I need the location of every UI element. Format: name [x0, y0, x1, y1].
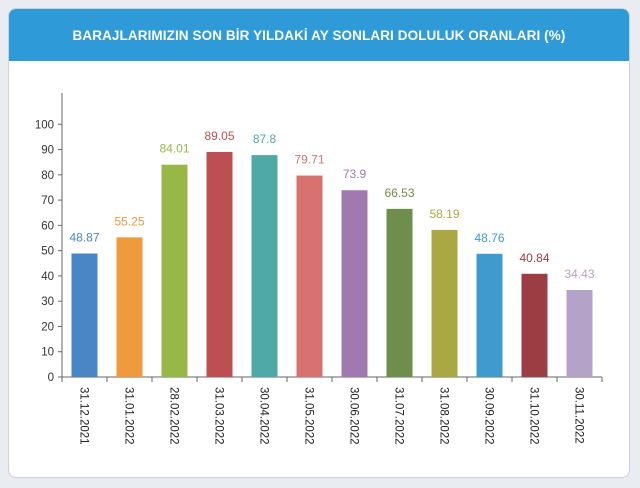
x-tick-label: 31.03.2022 — [213, 387, 225, 445]
bar — [116, 237, 143, 377]
y-tick-label: 40 — [41, 271, 54, 283]
y-tick-label: 70 — [41, 195, 54, 207]
bar-value-label: 79.71 — [294, 153, 324, 167]
chart-header: BARAJLARIMIZIN SON BİR YILDAKİ AY SONLAR… — [9, 9, 629, 61]
bar — [296, 175, 323, 377]
bar-value-label: 58.19 — [429, 207, 459, 221]
bar-value-label: 84.01 — [159, 142, 189, 156]
bar — [71, 253, 98, 377]
x-tick-label: 31.05.2022 — [303, 387, 315, 445]
y-tick-label: 20 — [41, 321, 54, 333]
y-tick-label: 80 — [41, 170, 54, 182]
x-tick-label: 28.02.2022 — [168, 387, 180, 445]
y-tick-label: 90 — [41, 145, 54, 157]
y-tick-label: 50 — [41, 246, 54, 258]
bar-value-label: 66.53 — [384, 186, 414, 200]
y-tick-label: 10 — [41, 347, 54, 359]
x-tick-label: 30.04.2022 — [258, 387, 270, 445]
chart-title: BARAJLARIMIZIN SON BİR YILDAKİ AY SONLAR… — [72, 27, 566, 43]
bar-value-label: 55.25 — [114, 214, 144, 228]
bar — [431, 229, 458, 377]
x-tick-label: 30.09.2022 — [483, 387, 495, 445]
y-tick-label: 60 — [41, 220, 54, 232]
bar-chart: 0 10 20 30 40 50 60 70 80 90 100 48.87 31.12.2021 55.… — [35, 93, 603, 445]
bar-value-label: 73.9 — [343, 167, 367, 181]
x-tick-label: 30.11.2022 — [573, 387, 585, 444]
bar — [341, 190, 368, 377]
bar-value-label: 34.43 — [564, 267, 594, 281]
y-tick-label: 30 — [41, 296, 54, 308]
x-tick-label: 31.10.2022 — [528, 387, 540, 445]
chart-card: BARAJLARIMIZIN SON BİR YILDAKİ AY SONLAR… — [8, 8, 630, 478]
bar — [386, 208, 413, 377]
bar — [521, 273, 548, 377]
y-tick-label: 0 — [48, 372, 54, 384]
bar-value-label: 87.8 — [253, 132, 277, 146]
bar — [476, 253, 503, 377]
bar-value-label: 40.84 — [519, 251, 549, 265]
y-tick-label: 100 — [35, 119, 54, 131]
x-tick-label: 31.07.2022 — [393, 387, 405, 445]
x-tick-label: 31.12.2021 — [78, 387, 90, 445]
bar-value-label: 48.87 — [69, 230, 99, 244]
bar — [251, 155, 278, 377]
bar-value-label: 89.05 — [204, 129, 234, 143]
bar — [566, 289, 593, 377]
x-tick-label: 31.08.2022 — [438, 387, 450, 445]
bar-value-label: 48.76 — [474, 231, 504, 245]
x-tick-label: 31.01.2022 — [123, 387, 135, 445]
bar — [206, 151, 233, 377]
bar — [161, 164, 188, 377]
x-tick-label: 30.06.2022 — [348, 387, 360, 445]
